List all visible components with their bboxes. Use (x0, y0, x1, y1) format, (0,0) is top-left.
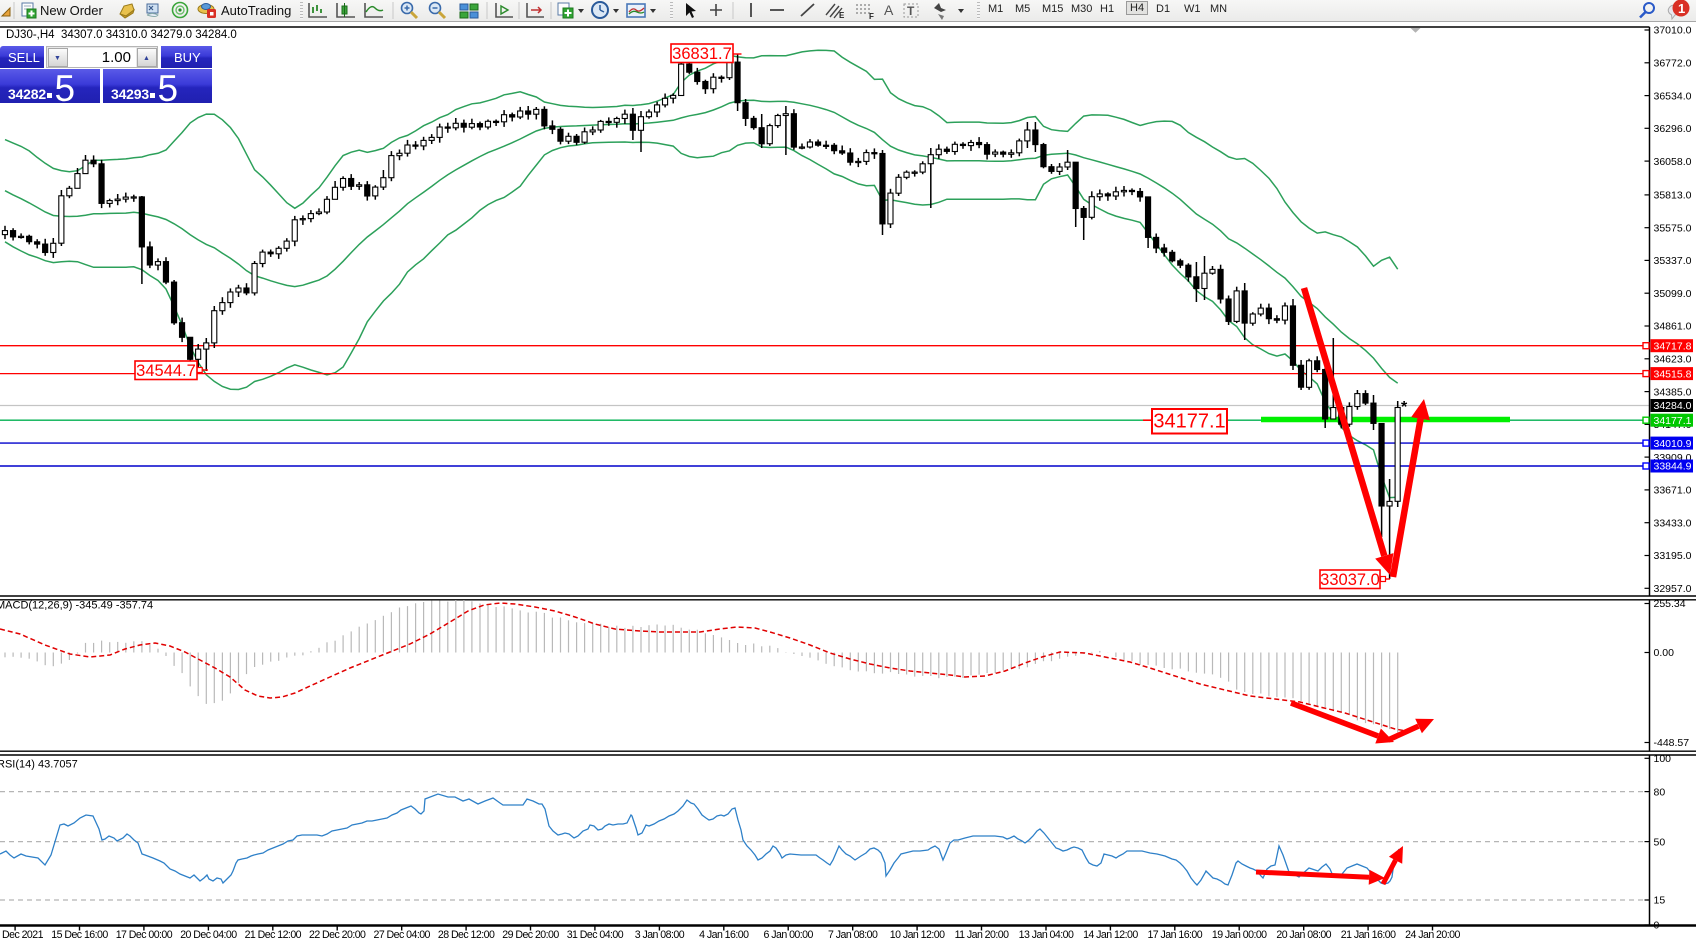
svg-text:DJ30-,H4 34307.0 34310.0 3427: DJ30-,H4 34307.0 34310.0 34279.0 34284.0 (6, 29, 237, 41)
svg-text:33671.0: 33671.0 (1654, 485, 1692, 497)
svg-text:36296.0: 36296.0 (1654, 123, 1692, 135)
svg-text:21 Dec 12:00: 21 Dec 12:00 (245, 929, 302, 941)
svg-text:7 Jan 08:00: 7 Jan 08:00 (828, 929, 878, 941)
svg-text:35813.0: 35813.0 (1654, 190, 1692, 202)
svg-text:13 Jan 04:00: 13 Jan 04:00 (1019, 929, 1074, 941)
svg-text:28 Dec 12:00: 28 Dec 12:00 (438, 929, 495, 941)
svg-text:34717.8: 34717.8 (1654, 340, 1692, 352)
svg-text:34623.0: 34623.0 (1654, 354, 1692, 366)
svg-text:34010.9: 34010.9 (1654, 438, 1692, 450)
svg-text:34385.0: 34385.0 (1654, 386, 1692, 398)
svg-text:19 Jan 00:00: 19 Jan 00:00 (1212, 929, 1267, 941)
svg-text:E: E (839, 11, 845, 20)
svg-text:36534.0: 36534.0 (1654, 90, 1692, 102)
svg-text:100: 100 (1654, 753, 1672, 765)
svg-text:*: * (1401, 399, 1408, 416)
svg-text:34177.1: 34177.1 (1654, 415, 1692, 427)
svg-text:33195.0: 33195.0 (1654, 550, 1692, 562)
svg-text:27 Dec 04:00: 27 Dec 04:00 (373, 929, 430, 941)
svg-text:37010.0: 37010.0 (1654, 26, 1692, 37)
svg-text:17 Dec 00:00: 17 Dec 00:00 (116, 929, 173, 941)
svg-text:11 Jan 20:00: 11 Jan 20:00 (955, 929, 1010, 941)
svg-text:36831.7: 36831.7 (672, 45, 732, 63)
svg-text:T: T (907, 4, 915, 18)
svg-text:0: 0 (1654, 920, 1660, 932)
svg-text:F: F (869, 12, 874, 21)
svg-text:20 Dec 04:00: 20 Dec 04:00 (180, 929, 237, 941)
svg-text:31 Dec 04:00: 31 Dec 04:00 (567, 929, 624, 941)
svg-text:33433.0: 33433.0 (1654, 517, 1692, 529)
svg-text:22 Dec 20:00: 22 Dec 20:00 (309, 929, 366, 941)
svg-text:1: 1 (1678, 1, 1685, 16)
svg-text:255.34: 255.34 (1654, 598, 1686, 610)
svg-text:33037.0: 33037.0 (1320, 571, 1380, 589)
svg-text:34861.0: 34861.0 (1654, 321, 1692, 333)
svg-text:15 Dec 16:00: 15 Dec 16:00 (51, 929, 108, 941)
svg-text:15: 15 (1654, 895, 1666, 907)
svg-text:34544.7: 34544.7 (136, 362, 196, 380)
svg-text:20 Jan 08:00: 20 Jan 08:00 (1276, 929, 1331, 941)
svg-text:A: A (884, 2, 894, 18)
svg-text:35337.0: 35337.0 (1654, 255, 1692, 267)
svg-text:34177.1: 34177.1 (1153, 411, 1225, 433)
svg-text:35099.0: 35099.0 (1654, 288, 1692, 300)
svg-text:Dec 2021: Dec 2021 (2, 929, 44, 941)
svg-text:21 Jan 16:00: 21 Jan 16:00 (1341, 929, 1396, 941)
svg-text:0.00: 0.00 (1654, 647, 1675, 659)
svg-text:17 Jan 16:00: 17 Jan 16:00 (1147, 929, 1202, 941)
svg-text:50: 50 (1654, 836, 1666, 848)
svg-text:24 Jan 20:00: 24 Jan 20:00 (1405, 929, 1460, 941)
svg-text:RSI(14) 43.7057: RSI(14) 43.7057 (0, 759, 78, 771)
svg-text:32957.0: 32957.0 (1654, 583, 1692, 595)
svg-text:34515.8: 34515.8 (1654, 368, 1692, 380)
svg-text:34284.0: 34284.0 (1654, 400, 1692, 412)
svg-text:33844.9: 33844.9 (1654, 461, 1692, 473)
svg-text:4 Jan 16:00: 4 Jan 16:00 (699, 929, 749, 941)
svg-text:-448.57: -448.57 (1654, 737, 1690, 749)
svg-text:80: 80 (1654, 786, 1666, 798)
svg-text:36058.0: 36058.0 (1654, 156, 1692, 168)
svg-text:14 Jan 12:00: 14 Jan 12:00 (1083, 929, 1138, 941)
svg-text:6 Jan 00:00: 6 Jan 00:00 (764, 929, 814, 941)
svg-text:10 Jan 12:00: 10 Jan 12:00 (890, 929, 945, 941)
svg-text:MACD(12,26,9) -345.49 -357.74: MACD(12,26,9) -345.49 -357.74 (0, 600, 153, 612)
svg-text:35575.0: 35575.0 (1654, 222, 1692, 234)
svg-text:3 Jan 08:00: 3 Jan 08:00 (635, 929, 685, 941)
svg-text:29 Dec 20:00: 29 Dec 20:00 (502, 929, 559, 941)
svg-text:36772.0: 36772.0 (1654, 58, 1692, 70)
